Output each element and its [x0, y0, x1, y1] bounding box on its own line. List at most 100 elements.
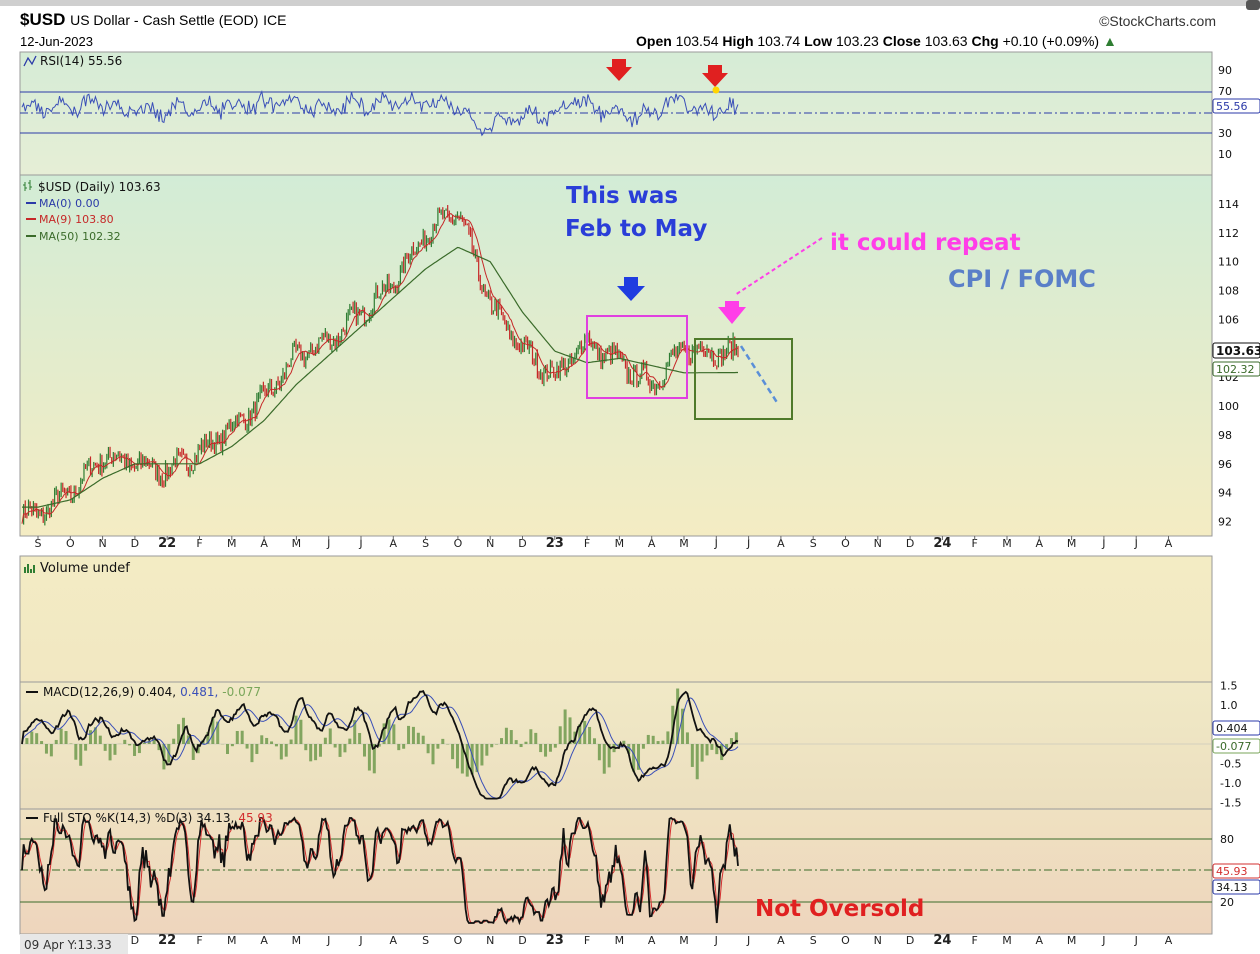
x-tick-label: 23: [546, 536, 564, 551]
macd-hist-bar: [211, 717, 215, 744]
x-tick-label: S: [810, 934, 817, 947]
macd-hist-bar: [671, 705, 675, 744]
macd-title: MACD(12,26,9) 0.404, 0.481, -0.077: [43, 685, 261, 699]
x-tick-label: F: [584, 934, 590, 947]
x-tick-label: D: [906, 537, 914, 550]
macd-hist-bar: [548, 744, 552, 752]
sto-k-line: [21, 815, 739, 926]
sto-y-tick: 20: [1220, 896, 1234, 909]
window-corner-button[interactable]: [1246, 0, 1260, 10]
rsi-label: RSI(14) 55.56: [23, 54, 122, 68]
macd-title-signal: 0.481,: [180, 685, 218, 699]
macd-hist-bar: [627, 744, 631, 754]
x-tick-label: S: [35, 537, 42, 550]
macd-hist-bar: [284, 744, 288, 757]
macd-hist-bar: [191, 744, 195, 760]
open-label: Open: [636, 33, 672, 49]
macd-hist-bar: [529, 729, 533, 744]
macd-y-tick: -1.5: [1220, 797, 1241, 810]
macd-y-tick: 1.0: [1220, 699, 1238, 712]
x-tick-label: J: [358, 934, 362, 947]
symbol-title: $USD US Dollar - Cash Settle (EOD) ICE: [20, 10, 286, 30]
annot-this-was: This was: [566, 183, 678, 209]
macd-hist-bar: [558, 726, 562, 744]
x-tick-label: M: [679, 537, 689, 550]
close-value: 103.63: [924, 33, 968, 49]
macd-hist-bar: [534, 732, 538, 744]
macd-hist-bar: [358, 732, 362, 744]
macd-hist-bar: [490, 744, 494, 748]
macd-hist-bar: [299, 719, 303, 744]
price-y-tick: 108: [1218, 285, 1239, 298]
x-tick-label: A: [390, 537, 398, 550]
sto-panel: [19, 808, 1213, 935]
sto-d-line: [21, 817, 739, 924]
x-tick-label: M: [227, 537, 237, 550]
x-tick-label: 24: [933, 933, 951, 948]
macd-tag: [1212, 720, 1260, 736]
macd-hist-bar: [514, 740, 518, 744]
x-tick-label: A: [1036, 537, 1044, 550]
ma50-tag: [1212, 361, 1260, 377]
sto-k-tag: [1212, 879, 1260, 895]
x-tick-label: M: [679, 934, 689, 947]
x-tick-label: M: [227, 934, 237, 947]
x-tick-label: M: [292, 537, 302, 550]
x-tick-label: J: [1101, 934, 1105, 947]
macd-hist-bar: [480, 744, 484, 766]
rsi-red-arrow-2: [702, 65, 728, 87]
macd-hist-bar: [64, 731, 68, 744]
macd-hist-bar: [333, 744, 337, 748]
blue-down-arrow: [617, 277, 645, 301]
x-tick-label: A: [1165, 934, 1173, 947]
macd-hist-bar: [509, 730, 513, 744]
macd-hist-bar: [270, 741, 274, 744]
macd-hist-bar: [235, 731, 239, 744]
sto-layer: [21, 815, 739, 926]
x-tick-label: D: [518, 934, 526, 947]
macd-hist-bar: [592, 738, 596, 744]
macd-hist-bar: [695, 744, 699, 780]
tick-layer: S S O O N N D D 22 22 F F M M A A M M J J J J A A S S O O N N D D 23 23 F F…: [35, 64, 1242, 948]
annot-not-oversold: Not Oversold: [755, 896, 924, 922]
x-tick-label: J: [1134, 537, 1138, 550]
volume-panel: [19, 555, 1213, 683]
x-tick-label: J: [746, 934, 750, 947]
macd-hist-bar: [544, 744, 548, 757]
sto-title: Full STO %K(14,3) %D(3) 34.13, 45.93: [43, 811, 273, 825]
macd-hist-bar: [407, 725, 411, 744]
macd-hist-bar: [123, 739, 127, 744]
rsi-value-tag-text: 55.56: [1216, 100, 1248, 113]
x-tick-label: A: [777, 537, 785, 550]
x-tick-label: M: [292, 934, 302, 947]
macd-hist-bar: [734, 732, 738, 744]
macd-hist-bar: [382, 723, 386, 744]
macd-hist-bar: [226, 744, 230, 755]
macd-hist-bar: [705, 744, 709, 756]
macd-hist-bar: [318, 744, 322, 757]
x-tick-label: 23: [546, 933, 564, 948]
macd-hist-bar: [363, 744, 367, 757]
price-y-tick: 100: [1218, 400, 1239, 413]
macd-hist-bar: [539, 744, 543, 753]
macd-hist-bar: [152, 739, 156, 744]
x-tick-label: N: [874, 934, 882, 947]
right-value-tags: 55.56 103.63 102.32 0.404 -0.077 45.93 3…: [1212, 98, 1260, 895]
macd-hist-bar: [392, 724, 396, 744]
chg-label: Chg: [971, 33, 999, 49]
close-label: Close: [882, 33, 921, 49]
rsi-line: [21, 89, 739, 137]
rsi-y-tick: 10: [1218, 148, 1232, 161]
rsi-icon: [23, 55, 37, 67]
annot-feb-to-may: Feb to May: [565, 216, 707, 242]
macd-hist-bar: [578, 724, 582, 744]
macd-hist-bar: [710, 744, 714, 750]
macd-hist-tag-text: -0.077: [1216, 740, 1251, 753]
ma50-label: MA(50) 102.32: [39, 230, 121, 243]
volume-title: Volume undef: [40, 561, 130, 576]
x-tick-label: S: [422, 537, 429, 550]
rsi-red-arrow-1: [606, 59, 632, 81]
macd-hist-bar: [59, 728, 63, 744]
x-tick-label: D: [906, 934, 914, 947]
